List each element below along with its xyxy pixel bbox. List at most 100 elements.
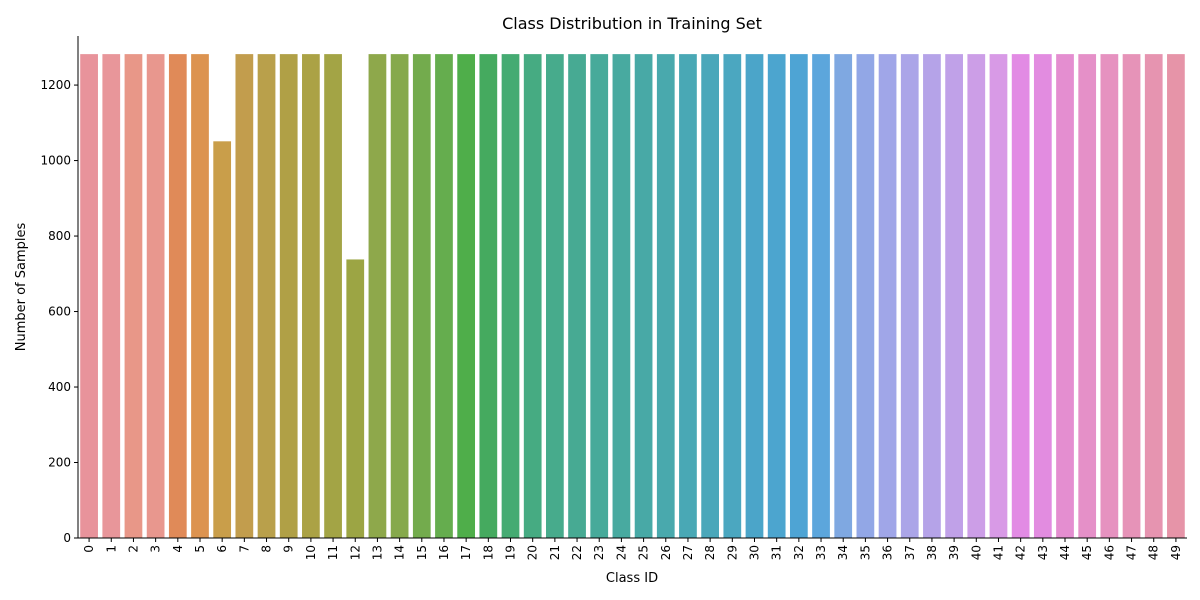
bar-class-2 xyxy=(124,54,143,539)
x-tick-label: 20 xyxy=(526,545,540,560)
bar-class-1 xyxy=(102,54,121,539)
bar-class-29 xyxy=(723,54,742,539)
bar-class-5 xyxy=(191,54,209,539)
x-tick-label: 31 xyxy=(770,545,784,560)
x-tick-label: 40 xyxy=(969,545,983,560)
x-tick-label: 8 xyxy=(260,545,274,553)
bar-class-43 xyxy=(1033,54,1052,539)
x-tick-label: 2 xyxy=(126,545,140,553)
bar-class-11 xyxy=(324,54,342,539)
bar-class-20 xyxy=(523,54,542,539)
x-tick-label: 44 xyxy=(1058,545,1072,560)
bar-class-24 xyxy=(612,54,631,539)
bar-class-21 xyxy=(546,54,564,539)
x-tick-label: 17 xyxy=(459,545,473,560)
bar-class-42 xyxy=(1011,54,1030,539)
x-tick-label: 26 xyxy=(659,545,673,560)
bar-class-28 xyxy=(701,54,719,539)
bar-class-36 xyxy=(878,54,897,539)
bar-class-13 xyxy=(368,54,387,539)
bar-class-26 xyxy=(656,54,675,539)
y-tick-label: 1000 xyxy=(40,154,71,168)
bar-class-27 xyxy=(679,54,697,539)
x-tick-label: 21 xyxy=(548,545,562,560)
x-tick-label: 6 xyxy=(215,545,229,553)
x-tick-label: 10 xyxy=(304,545,318,560)
bar-class-35 xyxy=(856,54,875,539)
bar-class-23 xyxy=(590,54,609,539)
x-tick-label: 19 xyxy=(504,545,518,560)
bar-class-17 xyxy=(457,54,476,539)
y-tick-label: 400 xyxy=(48,380,71,394)
x-tick-label: 41 xyxy=(991,545,1005,560)
x-tick-label: 36 xyxy=(881,545,895,560)
x-axis-ticks: 0 1 2 3 4 5 6 7 8 9 10 11 12 13 14 15 16 17 18 19 20 21 22 23 24… xyxy=(82,538,1183,560)
bar-class-40 xyxy=(967,54,986,539)
bar-class-22 xyxy=(568,54,586,539)
bar-class-45 xyxy=(1078,54,1097,539)
x-tick-label: 49 xyxy=(1169,545,1183,560)
x-tick-label: 43 xyxy=(1036,545,1050,560)
bar-class-4 xyxy=(168,54,187,539)
x-tick-label: 29 xyxy=(725,545,739,560)
x-tick-label: 9 xyxy=(282,545,296,553)
x-tick-label: 3 xyxy=(149,545,163,553)
bar-class-30 xyxy=(745,54,764,539)
y-tick-label: 0 xyxy=(63,531,71,545)
bar-class-44 xyxy=(1056,54,1074,539)
y-tick-label: 1200 xyxy=(40,78,71,92)
x-axis-label: Class ID xyxy=(606,571,658,586)
x-tick-label: 16 xyxy=(437,545,451,560)
y-tick-label: 800 xyxy=(48,229,71,243)
bar-class-34 xyxy=(834,54,853,539)
x-tick-label: 48 xyxy=(1147,545,1161,560)
bar-class-46 xyxy=(1100,54,1119,539)
x-tick-label: 0 xyxy=(82,545,96,553)
y-axis-ticks: 0 200 400 600 800 1000 1200 xyxy=(40,78,78,545)
x-tick-label: 28 xyxy=(703,545,717,560)
x-tick-label: 13 xyxy=(370,545,384,560)
bar-class-18 xyxy=(479,54,498,539)
bar-class-31 xyxy=(767,54,786,539)
x-tick-label: 4 xyxy=(171,545,185,553)
x-tick-label: 27 xyxy=(681,545,695,560)
x-tick-label: 42 xyxy=(1014,545,1028,560)
x-tick-label: 12 xyxy=(348,545,362,560)
x-tick-label: 34 xyxy=(836,545,850,560)
x-tick-label: 46 xyxy=(1102,545,1116,560)
x-tick-label: 11 xyxy=(326,545,340,560)
bar-class-37 xyxy=(900,54,919,539)
bar-class-39 xyxy=(945,54,963,539)
x-tick-label: 30 xyxy=(747,545,761,560)
bar-class-47 xyxy=(1122,54,1141,539)
bar-class-32 xyxy=(789,54,808,539)
x-tick-label: 47 xyxy=(1125,545,1139,560)
x-tick-label: 5 xyxy=(193,545,207,553)
x-tick-label: 22 xyxy=(570,545,584,560)
bar-class-38 xyxy=(923,54,941,539)
bar-class-7 xyxy=(235,54,254,539)
x-tick-label: 32 xyxy=(792,545,806,560)
bar-class-48 xyxy=(1144,54,1163,539)
x-tick-label: 18 xyxy=(481,545,495,560)
bar-class-0 xyxy=(80,54,98,539)
x-tick-label: 25 xyxy=(637,545,651,560)
bar-class-8 xyxy=(257,54,276,539)
y-tick-label: 600 xyxy=(48,305,71,319)
bar-class-3 xyxy=(146,54,165,539)
bar-class-12 xyxy=(346,259,365,538)
x-tick-label: 39 xyxy=(947,545,961,560)
bar-class-19 xyxy=(501,54,520,539)
bar-class-10 xyxy=(302,54,320,539)
chart-title: Class Distribution in Training Set xyxy=(502,14,762,33)
x-tick-label: 24 xyxy=(614,545,628,560)
x-tick-label: 1 xyxy=(104,545,118,553)
bar-class-6 xyxy=(213,141,232,538)
bar-class-25 xyxy=(634,54,653,539)
x-tick-label: 37 xyxy=(903,545,917,560)
x-tick-label: 33 xyxy=(814,545,828,560)
bar-class-41 xyxy=(989,54,1008,539)
y-tick-label: 200 xyxy=(48,456,71,470)
x-tick-label: 38 xyxy=(925,545,939,560)
